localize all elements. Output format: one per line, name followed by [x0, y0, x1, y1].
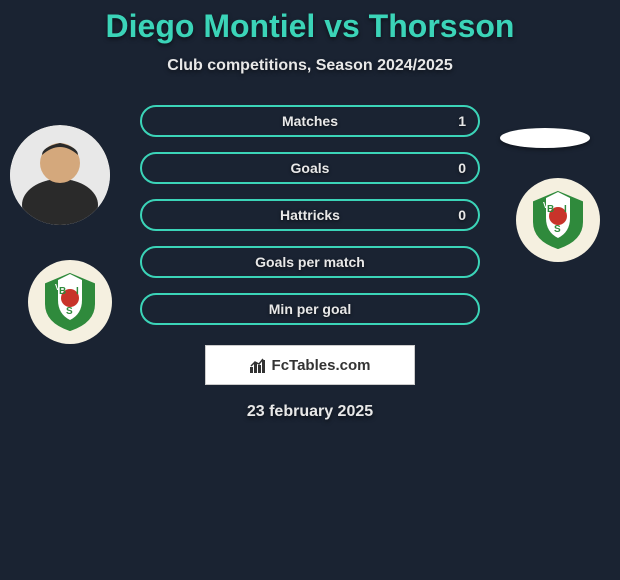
- stat-value: 0: [458, 160, 466, 176]
- brand-badge: FcTables.com: [205, 345, 415, 385]
- stat-label: Hattricks: [280, 207, 340, 223]
- stat-value: 0: [458, 207, 466, 223]
- stat-label: Min per goal: [269, 301, 351, 317]
- svg-text:S: S: [554, 224, 561, 235]
- player-placeholder-right: [500, 128, 590, 148]
- team-logo-right: B I S V: [516, 178, 600, 262]
- svg-text:V: V: [55, 283, 61, 292]
- comparison-title: Diego Montiel vs Thorsson: [0, 8, 620, 45]
- svg-text:I: I: [76, 286, 79, 297]
- player-photo-left: [10, 125, 110, 225]
- comparison-subtitle: Club competitions, Season 2024/2025: [0, 57, 620, 75]
- team-logo-left: B I S V: [28, 260, 112, 344]
- chart-icon: [250, 357, 266, 373]
- shield-icon: B I S V: [526, 188, 590, 252]
- svg-text:I: I: [564, 204, 567, 215]
- svg-text:V: V: [543, 201, 549, 210]
- svg-text:S: S: [66, 306, 73, 317]
- shield-icon: B I S V: [38, 270, 102, 334]
- stat-label: Goals per match: [255, 254, 365, 270]
- date-text: 23 february 2025: [0, 403, 620, 421]
- stat-value: 1: [458, 113, 466, 129]
- brand-text: FcTables.com: [272, 357, 371, 374]
- stat-label: Matches: [282, 113, 338, 129]
- stat-label: Goals: [291, 160, 330, 176]
